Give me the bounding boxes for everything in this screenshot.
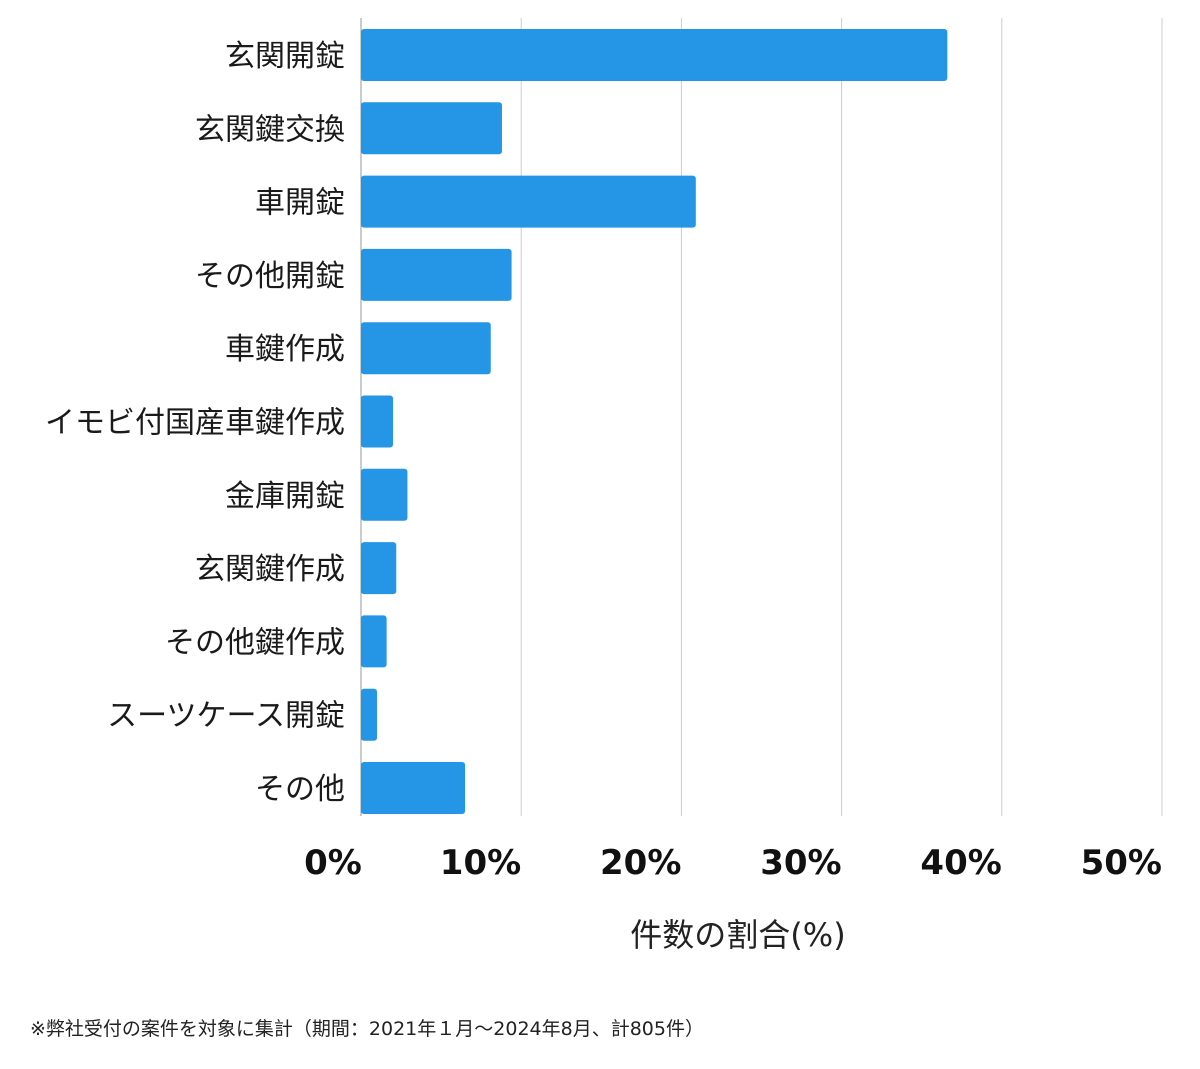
x-tick-label: 10% (440, 843, 521, 883)
category-label: その他鍵作成 (165, 625, 345, 660)
category-label: 玄関鍵作成 (195, 552, 345, 587)
category-label: その他開錠 (195, 259, 345, 294)
x-tick-label: 50% (1081, 843, 1162, 883)
bar-3 (361, 248, 512, 301)
x-tick-label: 40% (920, 843, 1001, 883)
category-label: その他 (255, 772, 345, 807)
bar-1 (361, 102, 502, 155)
bar-4 (361, 322, 491, 375)
x-tick-label: 30% (760, 843, 841, 883)
x-tick-labels: 0% 10% 20% 30% 40% 50% (304, 843, 1162, 883)
category-labels: 玄関開錠玄関鍵交換車開錠その他開錠車鍵作成イモビ付国産車鍵作成金庫開錠玄関鍵作成… (45, 39, 345, 807)
bar-5 (361, 395, 394, 448)
category-label: イモビ付国産車鍵作成 (45, 406, 345, 441)
bar-6 (361, 468, 408, 521)
bars (361, 29, 948, 814)
bar-8 (361, 615, 387, 668)
bar-chart: 玄関開錠玄関鍵交換車開錠その他開錠車鍵作成イモビ付国産車鍵作成金庫開錠玄関鍵作成… (45, 18, 1163, 954)
category-label: 車開錠 (255, 186, 345, 221)
category-label: 玄関鍵交換 (195, 112, 345, 147)
grid-lines (360, 18, 1163, 816)
x-axis-title: 件数の割合(%) (630, 916, 845, 954)
bar-2 (361, 175, 696, 228)
bar-7 (361, 542, 397, 595)
x-tick-label: 20% (600, 843, 681, 883)
category-label: 金庫開錠 (225, 479, 345, 514)
category-label: スーツケース開錠 (107, 699, 345, 734)
bar-10 (361, 762, 466, 814)
bar-0 (361, 29, 948, 81)
footnote: ※弊社受付の案件を対象に集計（期間：2021年１月〜2024年8月、計805件） (30, 1018, 704, 1040)
category-label: 玄関開錠 (225, 39, 345, 74)
category-label: 車鍵作成 (225, 332, 345, 367)
x-tick-label: 0% (304, 843, 362, 883)
bar-9 (361, 688, 378, 741)
